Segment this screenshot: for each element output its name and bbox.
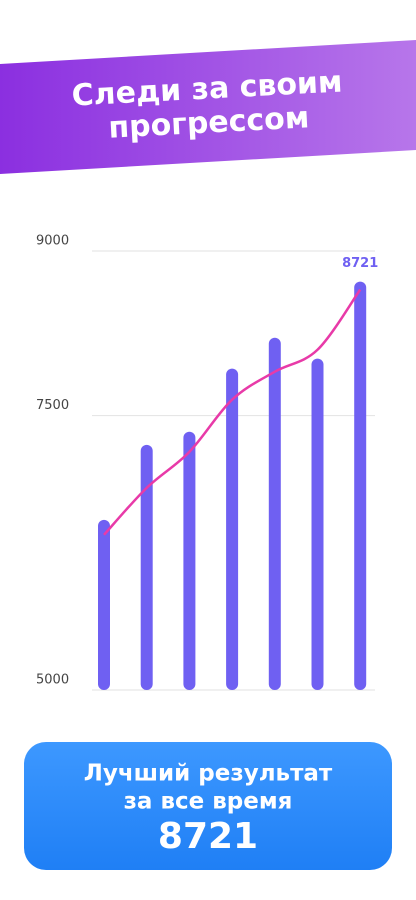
- data-label: 8721: [342, 256, 378, 271]
- y-tick-label: 5000: [36, 673, 69, 688]
- y-tick-label: 7500: [36, 398, 69, 413]
- card-value: 8721: [158, 816, 258, 857]
- card-label: Лучший результат: [84, 761, 333, 787]
- banner: [0, 40, 416, 174]
- bar: [98, 519, 110, 690]
- bar: [183, 431, 196, 690]
- bar: [311, 358, 324, 690]
- card-label: за все время: [124, 789, 293, 815]
- trend-line: [103, 288, 362, 536]
- bar: [354, 281, 367, 690]
- chart: 5000 7500 9000 8721: [36, 234, 378, 691]
- y-tick-label: 9000: [36, 234, 69, 249]
- bar: [140, 444, 153, 690]
- bar: [226, 368, 239, 690]
- bar: [268, 337, 281, 690]
- best-card: [24, 742, 392, 870]
